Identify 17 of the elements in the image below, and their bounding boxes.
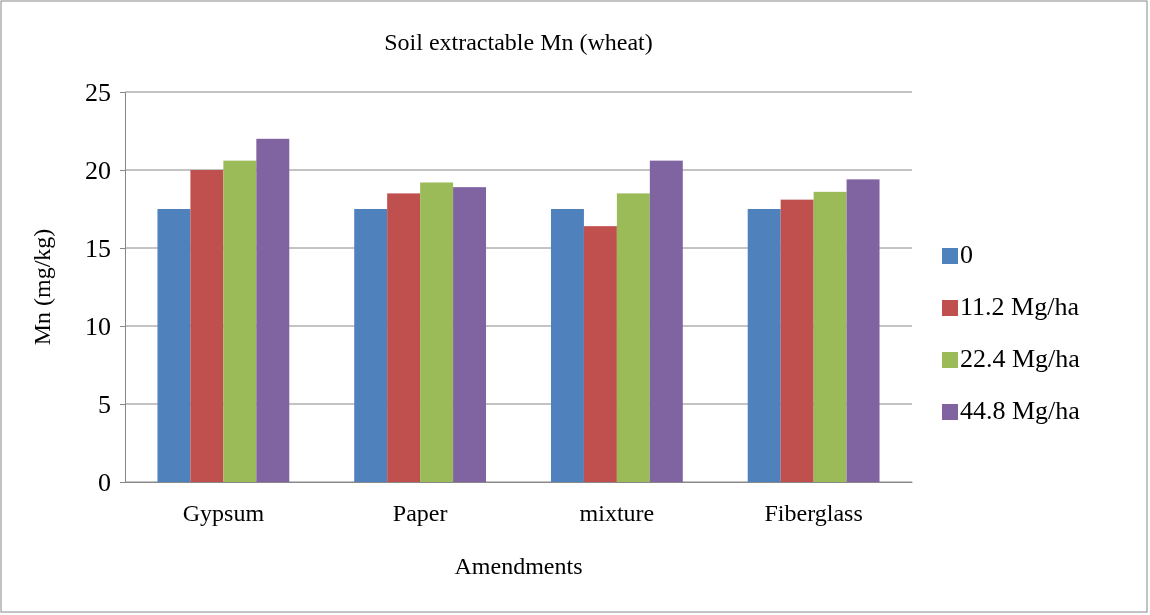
y-tick-label: 25 — [85, 77, 111, 107]
legend-label: 0 — [960, 240, 973, 269]
legend-label: 22.4 Mg/ha — [960, 344, 1081, 373]
x-axis-title: Amendments — [454, 553, 583, 579]
y-tick-label: 15 — [85, 233, 111, 263]
x-tick-label: Paper — [392, 500, 448, 526]
y-tick-label: 20 — [85, 155, 111, 185]
legend-label: 11.2 Mg/ha — [960, 292, 1080, 321]
y-axis-title: Mn (mg/kg) — [29, 228, 55, 346]
y-tick-label: 10 — [85, 311, 111, 341]
y-tick-label: 0 — [98, 467, 111, 497]
legend-label: 44.8 Mg/ha — [960, 396, 1081, 425]
y-tick-label: 5 — [98, 389, 111, 419]
x-tick-label: Gypsum — [182, 500, 265, 526]
x-tick-label: Fiberglass — [764, 500, 863, 526]
x-tick-label: mixture — [579, 500, 655, 526]
chart-title: Soil extractable Mn (wheat) — [384, 29, 653, 55]
